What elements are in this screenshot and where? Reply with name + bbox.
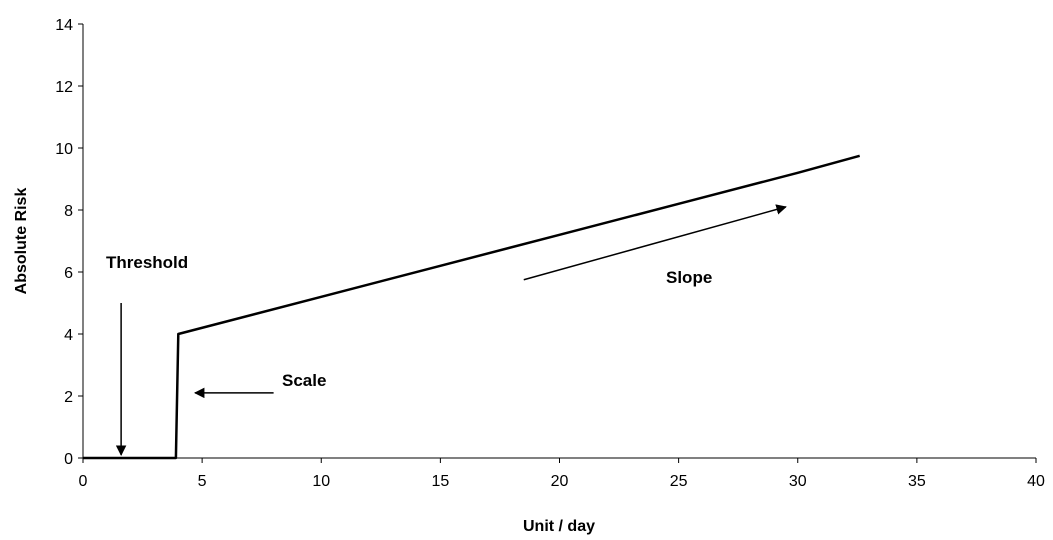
x-axis-title: Unit / day	[523, 518, 595, 535]
y-tick-label: 2	[64, 389, 73, 406]
annotation-label-slope: Slope	[666, 268, 712, 287]
x-tick-label: 35	[908, 473, 926, 490]
y-tick-label: 6	[64, 265, 73, 282]
x-tick-label: 30	[789, 473, 807, 490]
y-axis-title: Absolute Risk	[13, 188, 30, 295]
x-tick-label: 0	[79, 473, 88, 490]
y-tick-label: 12	[55, 79, 73, 96]
annotation-label-threshold: Threshold	[106, 253, 188, 272]
y-tick-label: 14	[55, 17, 73, 34]
annotation-label-scale: Scale	[282, 371, 326, 390]
x-tick-label: 25	[670, 473, 688, 490]
annotation-arrow-slope	[523, 204, 787, 281]
y-tick-label: 0	[64, 451, 73, 468]
x-axis-ticks: 0 5 10 15 20 25 30 35 40	[79, 458, 1045, 490]
risk-line	[83, 154, 861, 460]
y-tick-label: 4	[64, 327, 73, 344]
x-tick-label: 15	[431, 473, 449, 490]
x-tick-label: 40	[1027, 473, 1045, 490]
y-axis-ticks: 0 2 4 6 8 10 12 14	[55, 17, 83, 468]
x-tick-label: 5	[198, 473, 207, 490]
annotation-layer: Threshold Scale Slope	[106, 204, 787, 456]
y-tick-label: 10	[55, 141, 73, 158]
y-tick-label: 8	[64, 203, 73, 220]
series-layer	[83, 154, 861, 460]
x-tick-label: 10	[312, 473, 330, 490]
x-tick-label: 20	[551, 473, 569, 490]
